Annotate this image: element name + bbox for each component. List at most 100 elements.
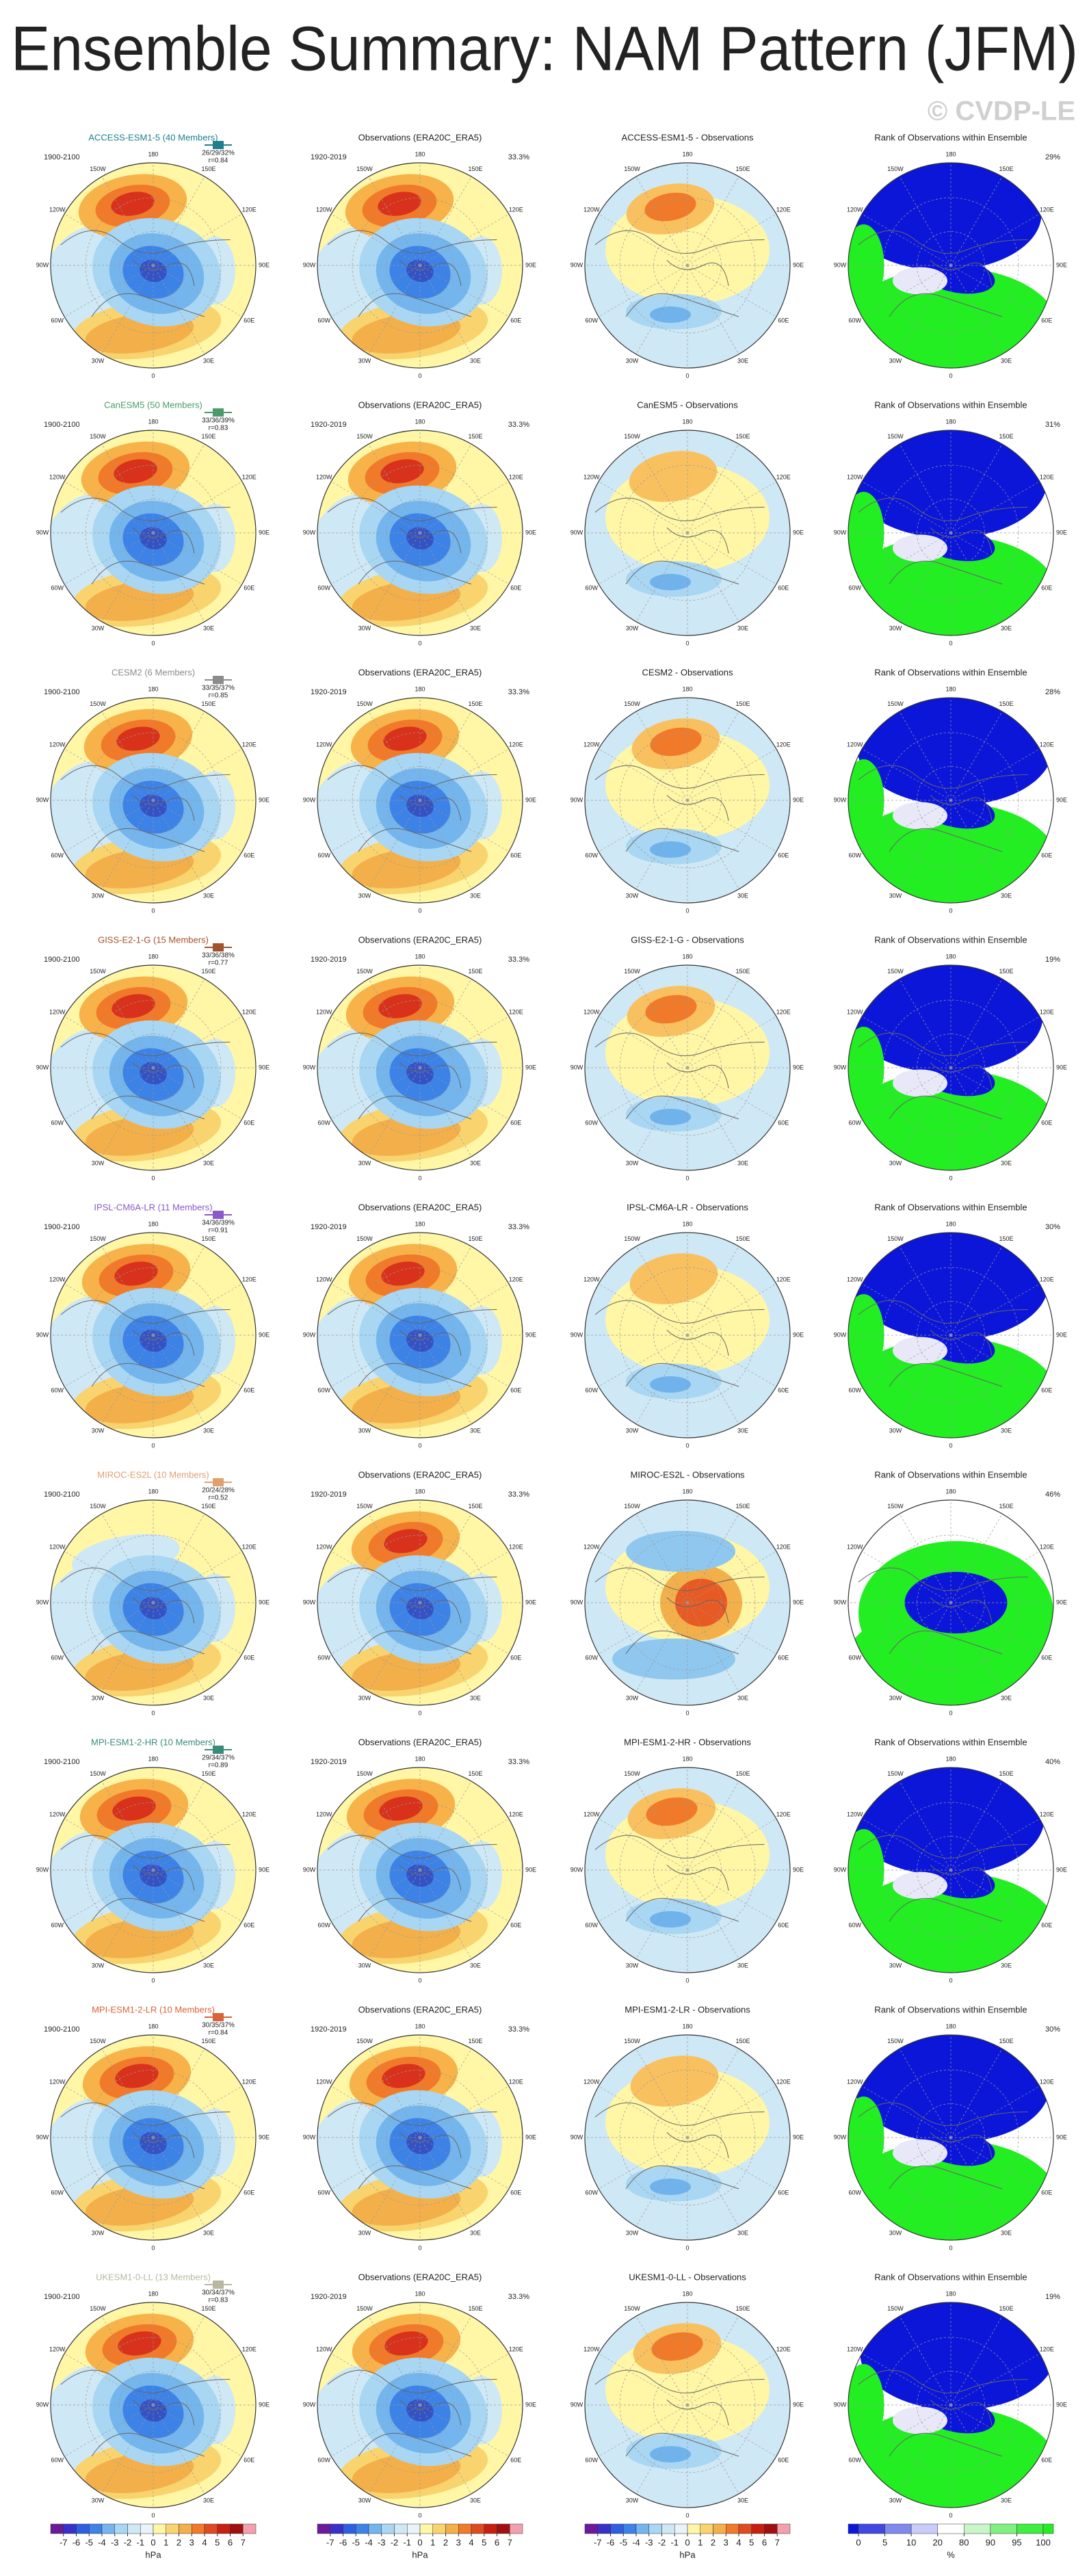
longitude-label: 60W [51,1654,64,1661]
meridian [861,2137,952,2190]
meridian [861,1602,952,1655]
meridian [64,532,154,585]
colorbar-swatch [1042,2523,1054,2534]
meridian [687,1335,739,1425]
colorbar-unit: hPa [145,2549,161,2560]
longitude-label: 180 [682,150,692,157]
longitude-label: 0 [949,640,952,646]
colorbar-swatch [432,2523,446,2534]
meridian [635,978,688,1068]
meridian [687,1067,739,1157]
longitude-label: 150E [735,433,750,440]
obs-years: 1920-2019 [311,956,347,964]
coastline [91,560,205,585]
longitude-label: 90E [1056,2133,1067,2140]
longitude-label: 30W [92,1962,105,1969]
meridian [153,1869,205,1960]
longitude-label: 90W [303,529,316,536]
longitude-label: 30W [92,1160,105,1167]
meridian [153,2048,205,2138]
meridian [64,1818,154,1871]
coastline [132,1330,195,1356]
colorbar-tick-label: 7 [508,2537,512,2547]
colorbar-tick-label: 1 [698,2537,703,2547]
meridian [153,443,205,534]
meridian [101,176,154,266]
longitude-label: 150E [735,968,750,975]
colorbar-tick-label: -5 [85,2537,93,2547]
longitude-label: 90W [36,1331,49,1338]
longitude-label: 120W [847,1543,863,1550]
longitude-label: 60E [244,852,254,858]
coastline [132,260,195,287]
longitude-label: 150E [999,700,1013,707]
meridian [64,1016,154,1068]
coastline [327,1032,497,1056]
colorbar-swatch [687,2523,700,2534]
longitude-label: 120W [49,2078,66,2085]
meridian [687,800,777,852]
meridian [950,1513,1003,1603]
coastline [889,293,1003,317]
longitude-label: 150E [735,2038,750,2045]
longitude-label: 60W [317,1119,330,1126]
contour-region [629,451,718,502]
meridian [950,2315,1003,2406]
longitude-label: 150E [201,166,215,172]
polar-map [51,2035,256,2240]
contour-region [612,1638,735,1680]
longitude-label: 0 [685,1442,689,1449]
coastline [91,2165,205,2190]
longitude-label: 30W [92,358,105,365]
meridian [330,1283,421,1336]
coastline [132,1062,195,1089]
longitude-label: 60E [778,317,789,324]
contour-region [384,2331,428,2356]
obs-years: 1920-2019 [311,1758,347,1766]
map-outline [317,1232,523,1438]
colorbar-swatch [964,2523,991,2534]
meridian [687,1283,777,1336]
obs-years: 1920-2019 [311,688,347,696]
meridian [687,265,777,317]
meridian [368,2137,421,2227]
colorbar-tick-label: 6 [762,2537,767,2547]
colorbar-tick-label: -6 [73,2537,81,2547]
longitude-label: 120W [49,2345,66,2352]
colorbar-swatch [661,2523,675,2534]
longitude-label: 30W [626,358,639,365]
model-years: 1900-2100 [44,153,80,161]
meridian [101,800,154,890]
rank-stat: 19% [1045,2293,1060,2301]
longitude-label: 0 [685,907,689,914]
coastline [399,1865,462,1891]
longitude-label: 30W [626,1695,639,1702]
polar-map [848,1767,1053,1973]
longitude-label: 0 [151,372,155,379]
colorbar-swatch [597,2523,611,2534]
map-outline [848,2034,1054,2241]
colorbar-swatch [407,2523,421,2534]
longitude-label: 90W [834,261,847,268]
meridian [635,800,688,890]
meridian [368,1513,421,1603]
meridian [950,800,1040,852]
longitude-label: 0 [685,372,689,379]
obs-title: Observations (ERA20C_ERA5) [358,2004,482,2014]
meridian [598,800,688,852]
longitude-label: 120E [1040,1008,1054,1015]
colorbar-tick-label: 2 [443,2537,448,2547]
longitude-label: 30W [889,1962,902,1969]
longitude-label: 90W [303,1331,316,1338]
meridian [687,1513,739,1603]
map-outline [50,697,257,904]
polar-map [848,163,1053,368]
longitude-label: 90E [1056,2401,1067,2408]
obs-stat: 33.3% [508,956,529,964]
meridian [687,532,777,585]
meridian [687,1869,739,1960]
coastline [91,1897,205,1922]
meridian [64,748,154,801]
longitude-label: 150E [201,1503,215,1510]
longitude-label: 150W [90,166,106,172]
